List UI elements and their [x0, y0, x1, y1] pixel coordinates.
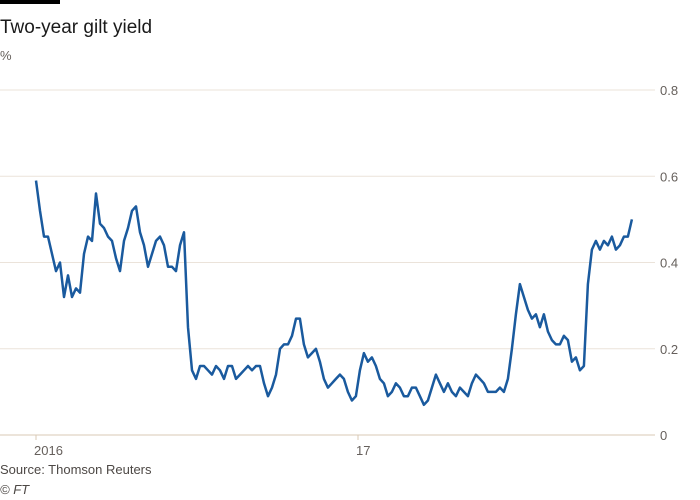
y-tick-label: 0	[660, 428, 667, 443]
ft-top-bar	[0, 0, 60, 4]
y-tick-label: 0.4	[660, 256, 678, 271]
series-line-gilt-yield	[34, 180, 634, 407]
y-tick-label: 0.2	[660, 342, 678, 357]
x-tick-label: 17	[356, 443, 370, 458]
y-tick-label: 0.6	[660, 169, 678, 184]
chart-title: Two-year gilt yield	[0, 17, 153, 38]
copyright: © FT	[0, 482, 30, 497]
y-axis-unit: %	[0, 48, 12, 63]
x-tick-label: 2016	[34, 443, 63, 458]
source-note: Source: Thomson Reuters	[0, 462, 152, 477]
y-tick-label: 0.8	[660, 83, 678, 98]
